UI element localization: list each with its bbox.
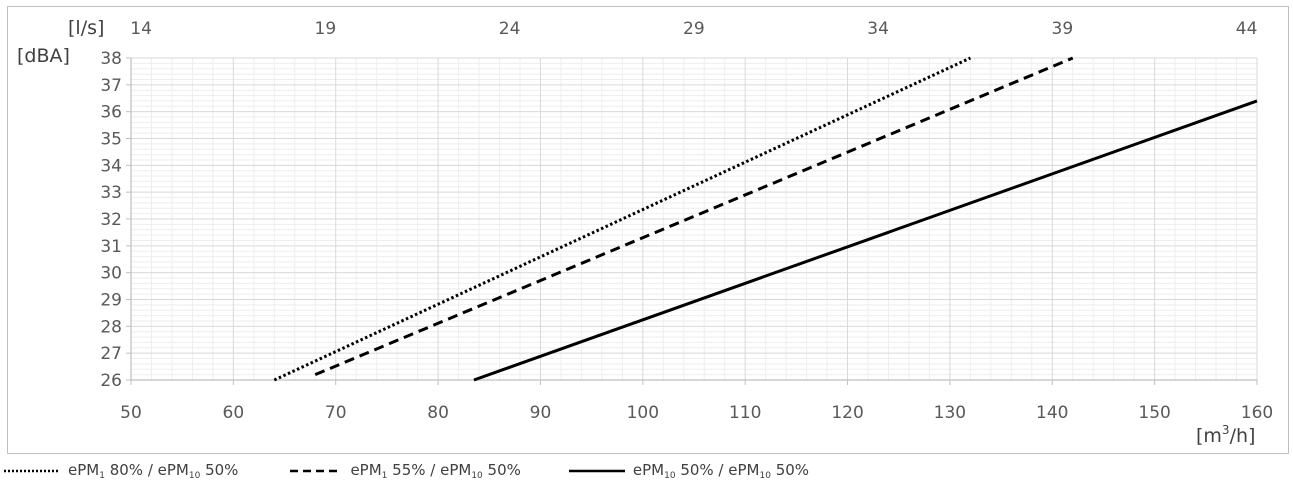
x2-tick-label: 34 [867, 19, 889, 39]
chart-frame [7, 6, 1289, 454]
x-axis-unit-label: [m3/h] [1196, 423, 1255, 447]
y-tick-label: 34 [100, 156, 122, 176]
legend-item-series-3: ePM10 50% / ePM10 50% [568, 461, 810, 481]
legend-swatch-solid [568, 469, 625, 473]
x-tick-label: 70 [325, 403, 347, 423]
sound-level-chart: 26 27 28 29 30 31 32 33 34 35 36 37 38 50 60 70 80 90 100 1… [17, 17, 1273, 447]
y-tick-label: 36 [100, 103, 122, 123]
y-tick-label: 35 [100, 130, 122, 150]
x2-axis-unit-label: [l/s] [68, 17, 104, 39]
x2-tick-label: 14 [130, 19, 152, 39]
x-tick-label: 120 [831, 403, 863, 423]
series-line-dashed [314, 56, 1074, 377]
x-tick-label: 100 [627, 403, 659, 423]
x-tick-label: 50 [120, 403, 142, 423]
y-tick-label: 32 [100, 210, 122, 230]
y-tick-label: 28 [100, 317, 122, 337]
y-axis-unit-label: [dBA] [17, 45, 70, 67]
x-tick-label: 150 [1138, 403, 1170, 423]
x2-tick-label: 29 [683, 19, 705, 39]
x-tick-label: 60 [223, 403, 245, 423]
x2-tick-label: 44 [1236, 19, 1258, 39]
y-tick-label: 29 [100, 291, 122, 311]
x2-tick-label: 24 [499, 19, 521, 39]
series-line-solid [473, 99, 1258, 382]
x-tick-label: 160 [1241, 403, 1273, 423]
legend-item-series-1: ePM1 80% / ePM10 50% [4, 461, 238, 481]
y-tick-label: 31 [100, 237, 122, 257]
y-tick-label: 30 [100, 264, 122, 284]
y-tick-label: 37 [100, 76, 122, 96]
legend-item-series-2: ePM1 55% / ePM10 50% [286, 461, 521, 481]
legend-label-series-2: ePM1 55% / ePM10 50% [350, 461, 521, 481]
x-tick-label: 110 [729, 403, 761, 423]
legend-label-series-3: ePM10 50% / ePM10 50% [632, 461, 810, 481]
y-tick-label: 27 [100, 344, 122, 364]
y-tick-label: 26 [100, 371, 122, 391]
x-tick-label: 90 [530, 403, 552, 423]
x-tick-label: 130 [934, 403, 966, 423]
legend-label-series-1: ePM1 80% / ePM10 50% [68, 461, 239, 481]
legend-swatch-dotted [4, 469, 60, 473]
y-tick-label: 33 [100, 183, 122, 203]
y-tick-label: 38 [100, 49, 122, 69]
chart-legend: ePM1 80% / ePM10 50% ePM1 55% / ePM10 50… [4, 458, 857, 484]
x-tick-label: 140 [1036, 403, 1068, 423]
x-tick-label: 80 [427, 403, 449, 423]
x2-tick-label: 19 [315, 19, 337, 39]
x2-tick-label: 39 [1052, 19, 1074, 39]
legend-swatch-dashed [290, 469, 343, 473]
